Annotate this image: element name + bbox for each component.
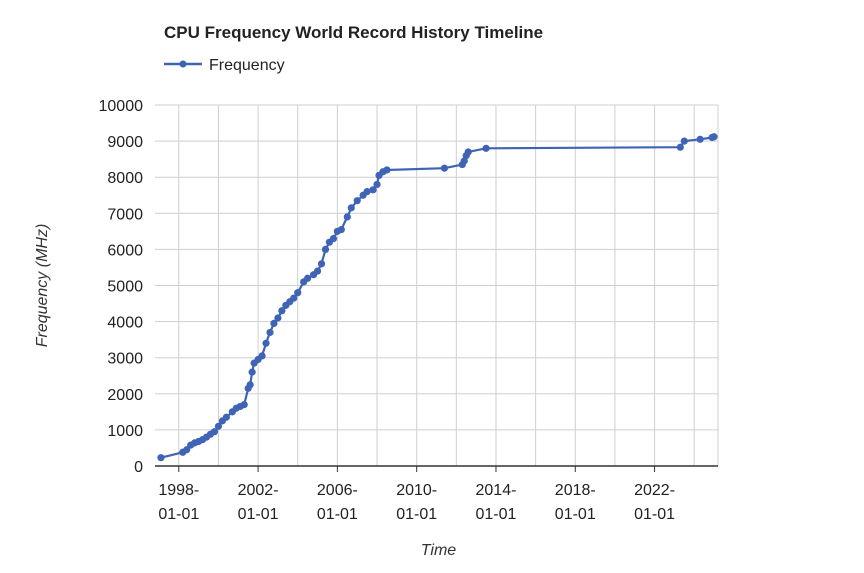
data-point bbox=[317, 260, 326, 268]
data-point bbox=[304, 274, 312, 282]
x-tick-label-year: 2018- bbox=[555, 482, 596, 499]
y-tick-label: 1000 bbox=[107, 423, 143, 440]
data-point bbox=[222, 413, 230, 421]
data-point bbox=[270, 319, 278, 328]
x-tick-label-year: 2006- bbox=[317, 482, 358, 499]
y-tick-label: 7000 bbox=[107, 206, 143, 223]
data-point bbox=[313, 267, 322, 275]
legend: Frequency bbox=[164, 57, 285, 74]
x-tick-label-date: 01-01 bbox=[634, 506, 675, 523]
data-point bbox=[373, 180, 381, 189]
data-point bbox=[347, 204, 355, 212]
data-point bbox=[482, 144, 490, 152]
x-tick-label-year: 1998- bbox=[158, 482, 199, 499]
y-tick-label: 9000 bbox=[107, 134, 143, 151]
x-tick-label-date: 01-01 bbox=[476, 506, 517, 523]
x-tick-label-date: 01-01 bbox=[396, 506, 437, 523]
y-tick-label: 5000 bbox=[107, 279, 143, 296]
y-tick-label: 4000 bbox=[107, 315, 143, 332]
y-tick-label: 0 bbox=[134, 459, 143, 476]
data-point bbox=[278, 307, 286, 315]
data-point bbox=[676, 143, 684, 151]
series-line bbox=[160, 135, 715, 459]
data-point bbox=[460, 157, 468, 165]
y-axis-ticks: 0 1000 2000 3000 4000 5000 6000 7000 8000 9000 100… bbox=[99, 98, 144, 476]
y-tick-label: 8000 bbox=[107, 170, 143, 187]
data-point bbox=[464, 148, 472, 156]
data-point bbox=[363, 188, 371, 196]
data-point bbox=[294, 289, 302, 297]
data-point bbox=[248, 368, 256, 376]
chart-title: CPU Frequency World Record History Timel… bbox=[164, 23, 543, 42]
data-point bbox=[246, 381, 254, 389]
legend-marker bbox=[179, 60, 187, 68]
x-tick-label-date: 01-01 bbox=[555, 506, 596, 523]
x-tick-label-date: 01-01 bbox=[158, 506, 199, 523]
data-point bbox=[343, 213, 351, 221]
x-tick-label-year: 2010- bbox=[396, 482, 437, 499]
x-axis-ticks: 1998- 01-01 2002- 01-01 2006- 01-01 2010- 01-01… bbox=[158, 466, 675, 523]
y-tick-label: 3000 bbox=[107, 351, 143, 368]
x-tick-label-date: 01-01 bbox=[238, 506, 279, 523]
data-point bbox=[369, 186, 377, 194]
data-point bbox=[240, 401, 248, 409]
data-point bbox=[290, 294, 298, 302]
data-point bbox=[321, 245, 330, 253]
x-tick-label-year: 2002- bbox=[238, 482, 279, 499]
plot-area bbox=[157, 133, 718, 462]
grid bbox=[155, 104, 719, 467]
data-point bbox=[383, 166, 391, 174]
data-point bbox=[214, 422, 223, 430]
x-tick-label-date: 01-01 bbox=[317, 506, 358, 523]
data-point bbox=[274, 314, 282, 322]
data-point bbox=[353, 197, 361, 205]
data-point bbox=[680, 137, 688, 145]
data-point bbox=[266, 328, 274, 337]
x-axis-label: Time bbox=[421, 542, 457, 559]
data-point bbox=[258, 352, 266, 360]
legend-label: Frequency bbox=[209, 57, 285, 74]
data-point bbox=[183, 446, 191, 454]
y-tick-label: 6000 bbox=[107, 242, 143, 259]
data-point bbox=[337, 225, 345, 234]
x-tick-label-year: 2014- bbox=[476, 482, 517, 499]
data-point bbox=[440, 164, 449, 172]
y-tick-label: 10000 bbox=[99, 98, 144, 115]
data-point bbox=[329, 234, 338, 243]
data-point bbox=[157, 454, 165, 462]
data-point bbox=[710, 133, 718, 141]
data-point bbox=[696, 135, 704, 143]
y-tick-label: 2000 bbox=[107, 387, 143, 404]
data-point bbox=[262, 339, 270, 347]
x-tick-label-year: 2022- bbox=[634, 482, 675, 499]
data-point bbox=[210, 428, 219, 436]
y-axis-label: Frequency (MHz) bbox=[34, 224, 51, 348]
